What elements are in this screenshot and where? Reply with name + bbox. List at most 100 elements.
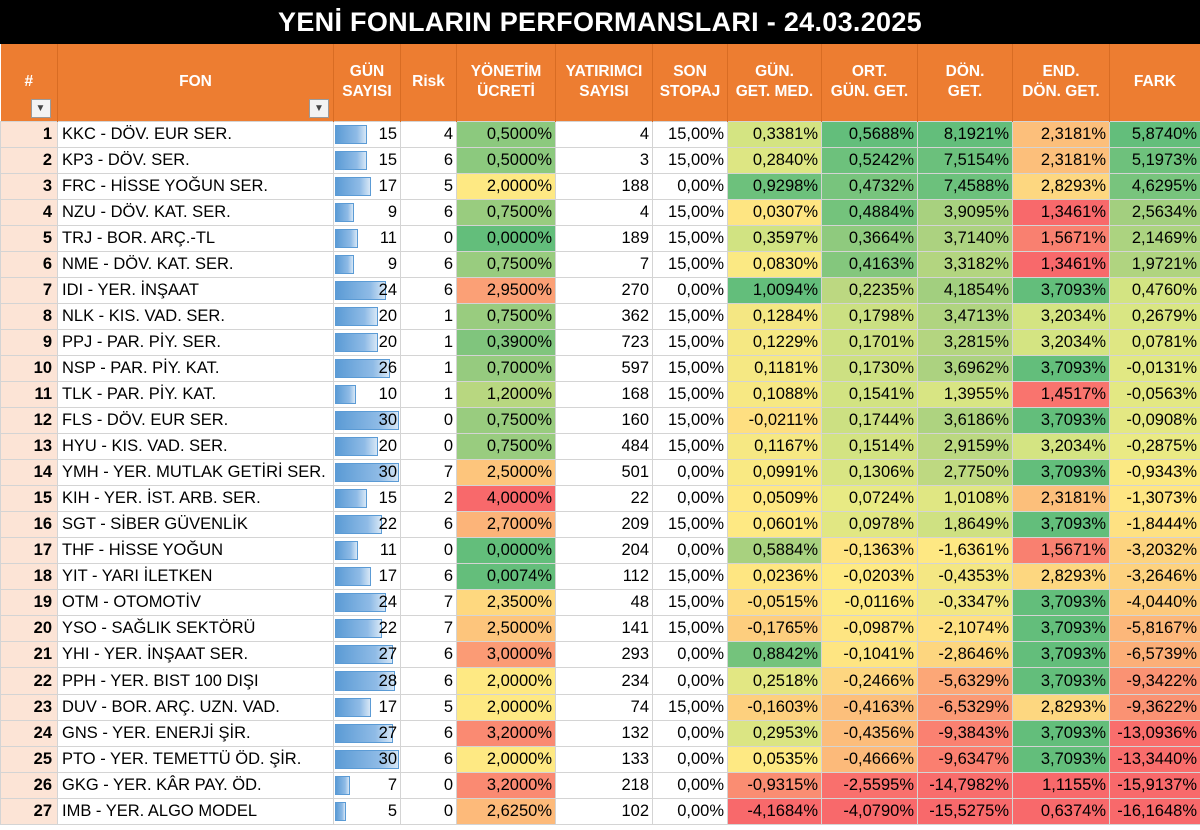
row-index[interactable]: 25 (0, 745, 58, 773)
yonetim-ucreti-cell[interactable]: 2,0000% (456, 667, 556, 695)
ort-gun-get-cell[interactable]: 0,2235% (821, 276, 918, 304)
don-get-cell[interactable]: 4,1854% (917, 276, 1013, 304)
don-get-cell[interactable]: 2,7750% (917, 459, 1013, 487)
gun-get-med-cell[interactable]: 0,1088% (727, 380, 822, 409)
row-index[interactable]: 5 (0, 224, 58, 252)
gun-sayisi-cell[interactable]: 22 (333, 615, 401, 643)
fund-name[interactable]: YMH - YER. MUTLAK GETİRİ SER. (57, 459, 334, 487)
ort-gun-get-cell[interactable]: 0,5242% (821, 146, 918, 174)
yatirimci-sayisi-cell[interactable]: 112 (555, 563, 653, 591)
son-stopaj-cell[interactable]: 15,00% (652, 302, 728, 330)
don-get-cell[interactable]: 2,9159% (917, 433, 1013, 461)
ort-gun-get-cell[interactable]: -0,1041% (821, 641, 918, 669)
gun-sayisi-cell[interactable]: 30 (333, 407, 401, 435)
gun-sayisi-cell[interactable]: 20 (333, 433, 401, 461)
ort-gun-get-cell[interactable]: 0,1514% (821, 433, 918, 461)
filter-dropdown-icon[interactable]: ▼ (30, 98, 51, 118)
yatirimci-sayisi-cell[interactable]: 3 (555, 146, 653, 174)
gun-get-med-cell[interactable]: 0,0535% (727, 745, 822, 773)
gun-get-med-cell[interactable]: 1,0094% (727, 276, 822, 304)
end-don-get-cell[interactable]: 2,3181% (1012, 120, 1110, 148)
gun-sayisi-cell[interactable]: 24 (333, 589, 401, 617)
yatirimci-sayisi-cell[interactable]: 141 (555, 615, 653, 643)
fark-cell[interactable]: 5,8740% (1109, 120, 1200, 148)
yatirimci-sayisi-cell[interactable]: 189 (555, 224, 653, 252)
fund-name[interactable]: GKG - YER. KÂR PAY. ÖD. (57, 771, 334, 799)
ort-gun-get-cell[interactable]: 0,1744% (821, 407, 918, 435)
row-index[interactable]: 4 (0, 198, 58, 226)
son-stopaj-cell[interactable]: 0,00% (652, 276, 728, 304)
row-index[interactable]: 18 (0, 563, 58, 591)
ort-gun-get-cell[interactable]: 0,3664% (821, 224, 918, 252)
risk-cell[interactable]: 6 (400, 719, 457, 747)
don-get-cell[interactable]: 1,0108% (917, 485, 1013, 513)
ort-gun-get-cell[interactable]: 0,4732% (821, 172, 918, 200)
gun-sayisi-cell[interactable]: 15 (333, 485, 401, 513)
risk-cell[interactable]: 1 (400, 302, 457, 330)
gun-sayisi-cell[interactable]: 30 (333, 459, 401, 487)
gun-sayisi-cell[interactable]: 24 (333, 276, 401, 304)
end-don-get-cell[interactable]: 2,3181% (1012, 485, 1110, 513)
don-get-cell[interactable]: 1,8649% (917, 511, 1013, 539)
don-get-cell[interactable]: 3,9095% (917, 198, 1013, 226)
fund-name[interactable]: NME - DÖV. KAT. SER. (57, 250, 334, 278)
fark-cell[interactable]: -4,0440% (1109, 589, 1200, 617)
row-index[interactable]: 9 (0, 328, 58, 356)
fund-name[interactable]: KP3 - DÖV. SER. (57, 146, 334, 174)
end-don-get-cell[interactable]: 1,5671% (1012, 224, 1110, 252)
yatirimci-sayisi-cell[interactable]: 4 (555, 120, 653, 148)
yonetim-ucreti-cell[interactable]: 0,7500% (456, 407, 556, 435)
risk-cell[interactable]: 4 (400, 120, 457, 148)
gun-sayisi-cell[interactable]: 28 (333, 667, 401, 695)
row-index[interactable]: 1 (0, 120, 58, 148)
don-get-cell[interactable]: 3,4713% (917, 302, 1013, 330)
fund-name[interactable]: NZU - DÖV. KAT. SER. (57, 198, 334, 226)
end-don-get-cell[interactable]: 3,7093% (1012, 407, 1110, 435)
ort-gun-get-cell[interactable]: 0,0978% (821, 511, 918, 539)
row-index[interactable]: 22 (0, 667, 58, 695)
fund-name[interactable]: KKC - DÖV. EUR SER. (57, 120, 334, 148)
yatirimci-sayisi-cell[interactable]: 188 (555, 172, 653, 200)
don-get-cell[interactable]: 8,1921% (917, 120, 1013, 148)
end-don-get-cell[interactable]: 1,4517% (1012, 380, 1110, 409)
yatirimci-sayisi-cell[interactable]: 102 (555, 797, 653, 825)
yonetim-ucreti-cell[interactable]: 0,7500% (456, 250, 556, 278)
gun-get-med-cell[interactable]: 0,9298% (727, 172, 822, 200)
gun-get-med-cell[interactable]: -0,1603% (727, 693, 822, 721)
son-stopaj-cell[interactable]: 0,00% (652, 797, 728, 825)
yonetim-ucreti-cell[interactable]: 0,7000% (456, 354, 556, 382)
gun-get-med-cell[interactable]: 0,5884% (727, 537, 822, 565)
son-stopaj-cell[interactable]: 0,00% (652, 719, 728, 747)
ort-gun-get-cell[interactable]: 0,1730% (821, 354, 918, 382)
don-get-cell[interactable]: -6,5329% (917, 693, 1013, 721)
gun-sayisi-cell[interactable]: 15 (333, 146, 401, 174)
yatirimci-sayisi-cell[interactable]: 160 (555, 407, 653, 435)
risk-cell[interactable]: 6 (400, 198, 457, 226)
fark-cell[interactable]: 1,9721% (1109, 250, 1200, 278)
risk-cell[interactable]: 5 (400, 172, 457, 200)
fark-cell[interactable]: -13,3440% (1109, 745, 1200, 773)
end-don-get-cell[interactable]: 2,8293% (1012, 693, 1110, 721)
row-index[interactable]: 17 (0, 537, 58, 565)
yonetim-ucreti-cell[interactable]: 0,0000% (456, 224, 556, 252)
end-don-get-cell[interactable]: 1,3461% (1012, 198, 1110, 226)
yonetim-ucreti-cell[interactable]: 2,0000% (456, 172, 556, 200)
fark-cell[interactable]: -3,2032% (1109, 537, 1200, 565)
end-don-get-cell[interactable]: 3,7093% (1012, 459, 1110, 487)
don-get-cell[interactable]: -9,3843% (917, 719, 1013, 747)
gun-sayisi-cell[interactable]: 11 (333, 537, 401, 565)
row-index[interactable]: 6 (0, 250, 58, 278)
fark-cell[interactable]: -13,0936% (1109, 719, 1200, 747)
ort-gun-get-cell[interactable]: 0,1701% (821, 328, 918, 356)
fark-cell[interactable]: -6,5739% (1109, 641, 1200, 669)
gun-sayisi-cell[interactable]: 17 (333, 172, 401, 200)
fark-cell[interactable]: 2,5634% (1109, 198, 1200, 226)
yatirimci-sayisi-cell[interactable]: 484 (555, 433, 653, 461)
ort-gun-get-cell[interactable]: -0,2466% (821, 667, 918, 695)
risk-cell[interactable]: 6 (400, 146, 457, 174)
risk-cell[interactable]: 6 (400, 563, 457, 591)
end-don-get-cell[interactable]: 3,2034% (1012, 433, 1110, 461)
yonetim-ucreti-cell[interactable]: 4,0000% (456, 485, 556, 513)
son-stopaj-cell[interactable]: 15,00% (652, 693, 728, 721)
yatirimci-sayisi-cell[interactable]: 218 (555, 771, 653, 799)
